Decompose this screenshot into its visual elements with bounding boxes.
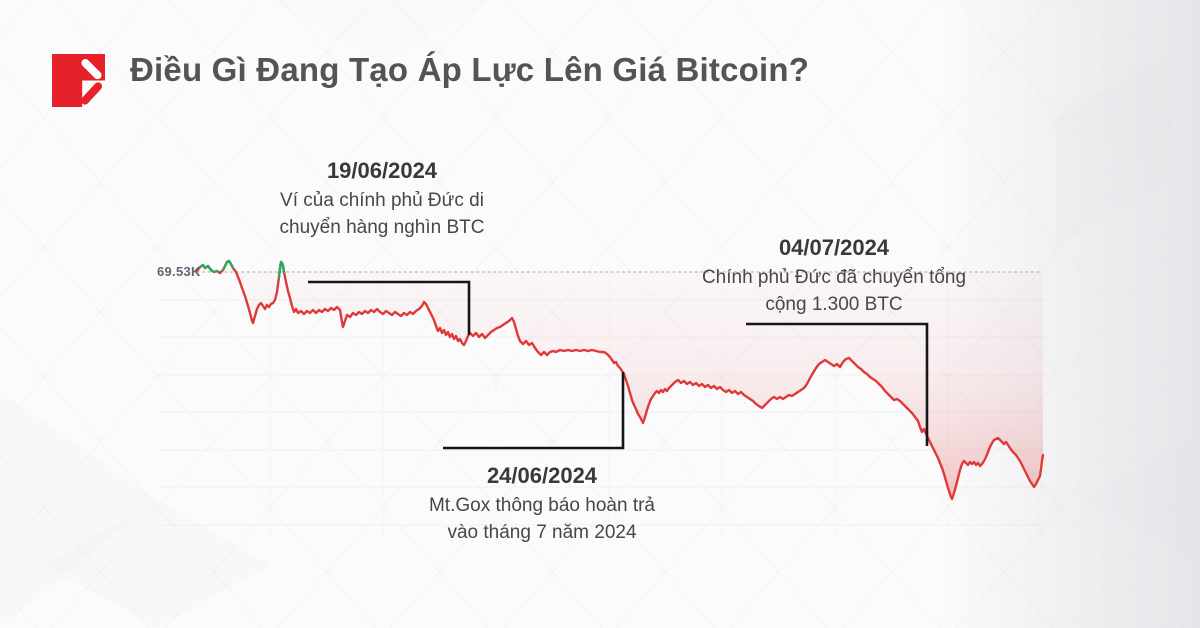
annotation-connector	[443, 372, 625, 450]
annotation-german-wallet-move: 19/06/2024 Ví của chính phủ Đức di chuyể…	[222, 156, 542, 241]
annotation-date: 04/07/2024	[778, 235, 890, 260]
area-fill	[197, 261, 1043, 499]
page-title: Điều Gì Đang Tạo Áp Lực Lên Giá Bitcoin?	[130, 51, 810, 88]
logo-slash-top	[81, 59, 102, 80]
annotation-connector	[746, 322, 929, 446]
logo-slash-bottom	[80, 82, 103, 105]
annotation-date: 24/06/2024	[486, 463, 598, 488]
price-line-up-segment	[198, 263, 219, 274]
annotation-text-line: Ví của chính phủ Đức di	[280, 190, 484, 211]
price-line-up-segment	[277, 260, 286, 279]
brand-logo	[52, 54, 105, 107]
price-line	[195, 259, 1045, 501]
annotation-mtgox-repayment: 24/06/2024 Mt.Gox thông báo hoàn trả vào…	[382, 461, 702, 546]
annotation-text-line: vào tháng 7 năm 2024	[447, 522, 637, 543]
annotation-text-line: Mt.Gox thông báo hoàn trả	[428, 495, 656, 516]
annotation-german-transfer-total: 04/07/2024 Chính phủ Đức đã chuyển tổng …	[664, 233, 1004, 318]
price-line-up-segment	[221, 259, 235, 272]
price-level-label: 69.53K	[157, 264, 201, 279]
annotation-connector	[308, 280, 471, 335]
annotation-text-line: cộng 1.300 BTC	[765, 294, 903, 315]
annotation-text-line: Chính phủ Đức đã chuyển tổng	[701, 267, 967, 288]
annotation-date: 19/06/2024	[326, 158, 438, 183]
annotation-text-line: chuyển hàng nghìn BTC	[279, 217, 485, 238]
